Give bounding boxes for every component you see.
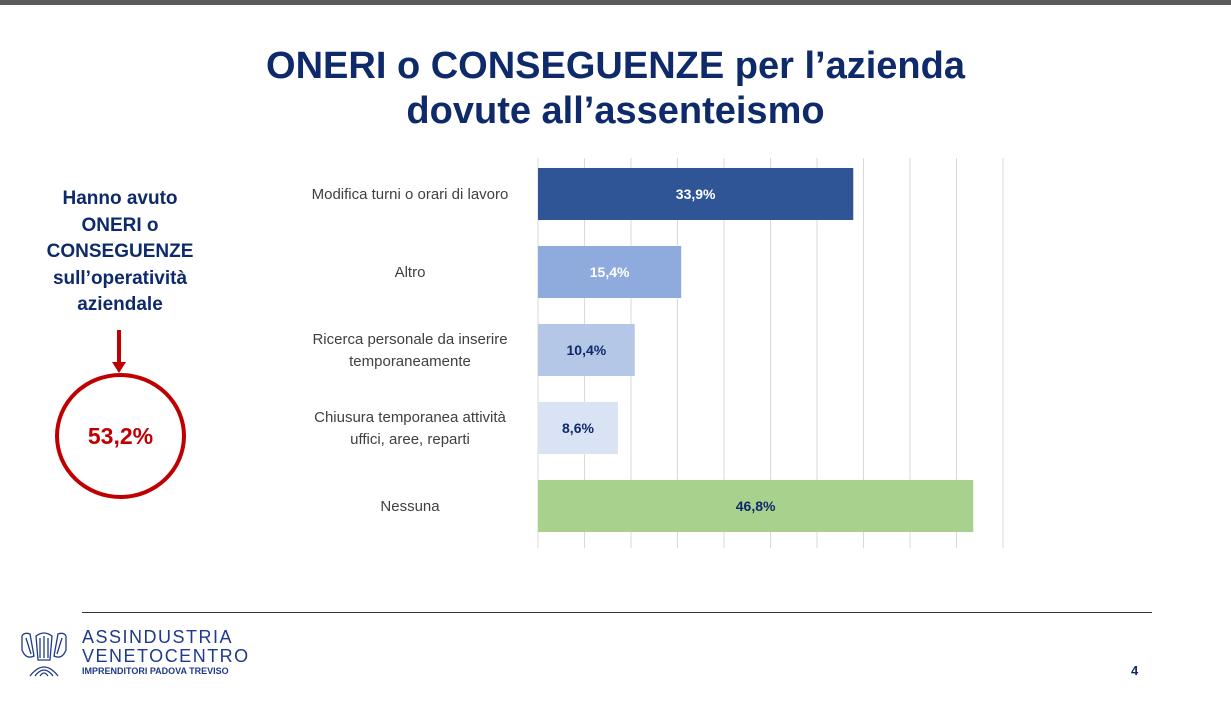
data-label: 33,9% [676, 186, 716, 202]
data-label: 15,4% [590, 264, 630, 280]
page-title: ONERI o CONSEGUENZE per l’azienda dovute… [0, 44, 1231, 134]
category-label: temporaneamente [349, 353, 471, 370]
arrow-down-icon [117, 330, 121, 364]
side-line: CONSEGUENZE [46, 241, 194, 262]
arrowhead-icon [112, 362, 126, 373]
category-label: uffici, aree, reparti [350, 431, 470, 448]
bar [538, 402, 618, 454]
footer-divider [82, 612, 1152, 613]
category-label: Altro [395, 264, 426, 281]
category-label: Ricerca personale da inserire [312, 331, 507, 348]
eagle-logo-icon [21, 632, 67, 677]
bar [538, 480, 974, 532]
category-label: Chiusura temporanea attività [314, 409, 506, 426]
bar [538, 324, 635, 376]
bar [538, 168, 854, 220]
data-label: 10,4% [567, 342, 607, 358]
page-number: 4 [1131, 663, 1139, 678]
side-line: Hanno avuto [62, 188, 178, 209]
side-line: ONERI o [81, 214, 159, 236]
title-line-2: dovute all’assenteismo [406, 90, 825, 132]
brand-name: ASSINDUSTRIA VENETOCENTRO [82, 628, 250, 666]
top-bar [0, 0, 1231, 5]
data-label: 8,6% [562, 420, 594, 436]
total-circle: 53,2% [55, 373, 186, 499]
side-line: sull’operatività [52, 267, 188, 289]
brand-line-2: VENETOCENTRO [82, 646, 250, 666]
brand-line-1: ASSINDUSTRIA [82, 627, 234, 647]
total-value: 53,2% [87, 422, 154, 449]
title-line-1: ONERI o CONSEGUENZE per l’azienda [266, 45, 965, 87]
bar [538, 246, 682, 298]
side-line: aziendale [77, 294, 163, 315]
category-label: Nessuna [380, 498, 440, 515]
category-label: Modifica turni o orari di lavoro [312, 186, 509, 203]
data-label: 46,8% [736, 498, 776, 514]
side-caption: Hanno avuto ONERI o CONSEGUENZE sull’ope… [40, 186, 200, 319]
brand-tagline: IMPRENDITORI PADOVA TREVISO [82, 666, 229, 676]
